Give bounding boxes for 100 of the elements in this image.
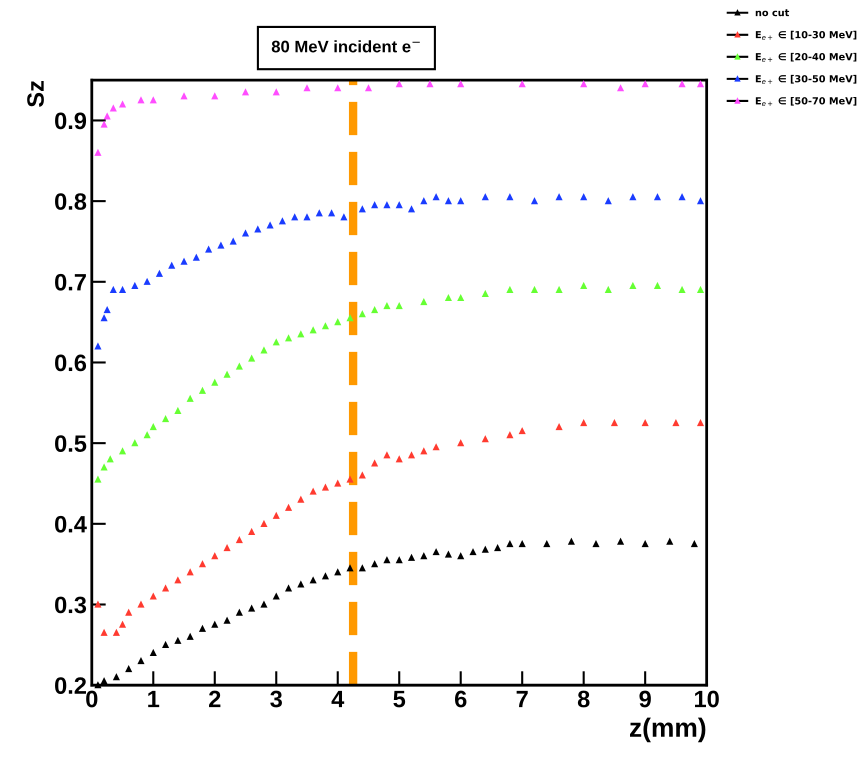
point — [138, 601, 144, 608]
point — [304, 85, 310, 92]
point — [248, 605, 255, 612]
legend-label: E$_{e+}$ ∈ [50-70 MeV] — [756, 96, 856, 106]
point — [180, 258, 188, 265]
point — [556, 424, 562, 430]
point — [420, 552, 427, 560]
point — [94, 476, 102, 483]
point — [617, 85, 624, 92]
point — [482, 436, 488, 442]
point — [205, 246, 212, 253]
y-tick-label: 0.3 — [55, 596, 86, 614]
point — [408, 554, 415, 561]
point — [678, 81, 686, 88]
point — [432, 444, 440, 450]
point — [310, 488, 316, 495]
x-tick-label: 7 — [516, 690, 528, 708]
point — [218, 242, 224, 249]
point — [420, 298, 427, 306]
point — [372, 306, 378, 314]
point — [384, 302, 390, 310]
point — [162, 416, 169, 422]
point — [346, 314, 354, 322]
point — [359, 310, 366, 318]
point — [359, 472, 366, 479]
point — [458, 294, 464, 302]
point — [285, 335, 292, 342]
point — [100, 678, 108, 684]
y-tick-label: 0.9 — [55, 112, 86, 130]
point — [672, 420, 680, 426]
y-tick-label: 0.7 — [55, 274, 86, 291]
point — [110, 105, 116, 112]
point — [384, 557, 390, 564]
point — [138, 97, 144, 104]
point — [304, 214, 310, 220]
point — [506, 432, 514, 438]
point — [531, 286, 538, 293]
y-tick-label: 0.8 — [55, 193, 86, 210]
x-tick-label: 9 — [639, 690, 651, 708]
point — [199, 561, 206, 568]
point — [236, 609, 242, 616]
point — [162, 585, 169, 592]
point — [340, 214, 348, 220]
y-tick-label: 0.5 — [55, 435, 86, 452]
point — [445, 198, 452, 204]
point — [138, 658, 144, 664]
point — [162, 642, 169, 648]
y-axis-title: Sz — [27, 80, 44, 107]
point — [697, 286, 704, 293]
point — [113, 674, 120, 680]
x-tick-label: 4 — [332, 690, 344, 708]
point — [654, 194, 661, 200]
point — [642, 540, 648, 548]
point — [150, 424, 156, 430]
point — [273, 593, 280, 600]
point — [506, 540, 514, 548]
point — [322, 573, 329, 580]
point — [242, 89, 249, 96]
legend-label: E$_{e+}$ ∈ [10-30 MeV] — [756, 30, 856, 40]
point — [482, 194, 488, 200]
point — [150, 593, 156, 600]
point — [346, 565, 354, 572]
point — [678, 194, 686, 200]
point — [432, 194, 440, 200]
point — [279, 218, 286, 224]
point — [144, 432, 150, 438]
point — [506, 286, 514, 293]
point — [654, 282, 661, 289]
point — [113, 630, 120, 636]
point — [328, 210, 335, 216]
point — [298, 496, 304, 503]
point — [519, 540, 526, 548]
point — [334, 480, 341, 487]
point — [556, 286, 562, 293]
x-tick-label: 3 — [270, 690, 282, 708]
point — [242, 230, 249, 237]
point — [224, 618, 230, 624]
point — [408, 206, 415, 212]
legend-label: E$_{e+}$ ∈ [20-40 MeV] — [756, 52, 856, 62]
point — [580, 420, 587, 426]
point — [248, 528, 255, 536]
x-tick-label: 5 — [393, 690, 406, 708]
chart-title: 80 MeV incident e$^{−}$ — [272, 40, 420, 52]
point — [617, 538, 624, 545]
point — [260, 347, 268, 354]
point — [212, 552, 218, 560]
point — [678, 286, 686, 293]
point — [104, 113, 110, 120]
point — [100, 314, 108, 322]
x-axis-title: z(mm) — [630, 718, 706, 742]
point — [119, 622, 126, 628]
point — [100, 630, 108, 636]
point — [119, 448, 126, 454]
point — [697, 420, 704, 426]
point — [94, 343, 102, 350]
point — [506, 194, 514, 200]
point — [642, 420, 648, 426]
x-tick-label: 6 — [455, 690, 466, 708]
point — [199, 388, 206, 394]
point — [100, 464, 108, 470]
